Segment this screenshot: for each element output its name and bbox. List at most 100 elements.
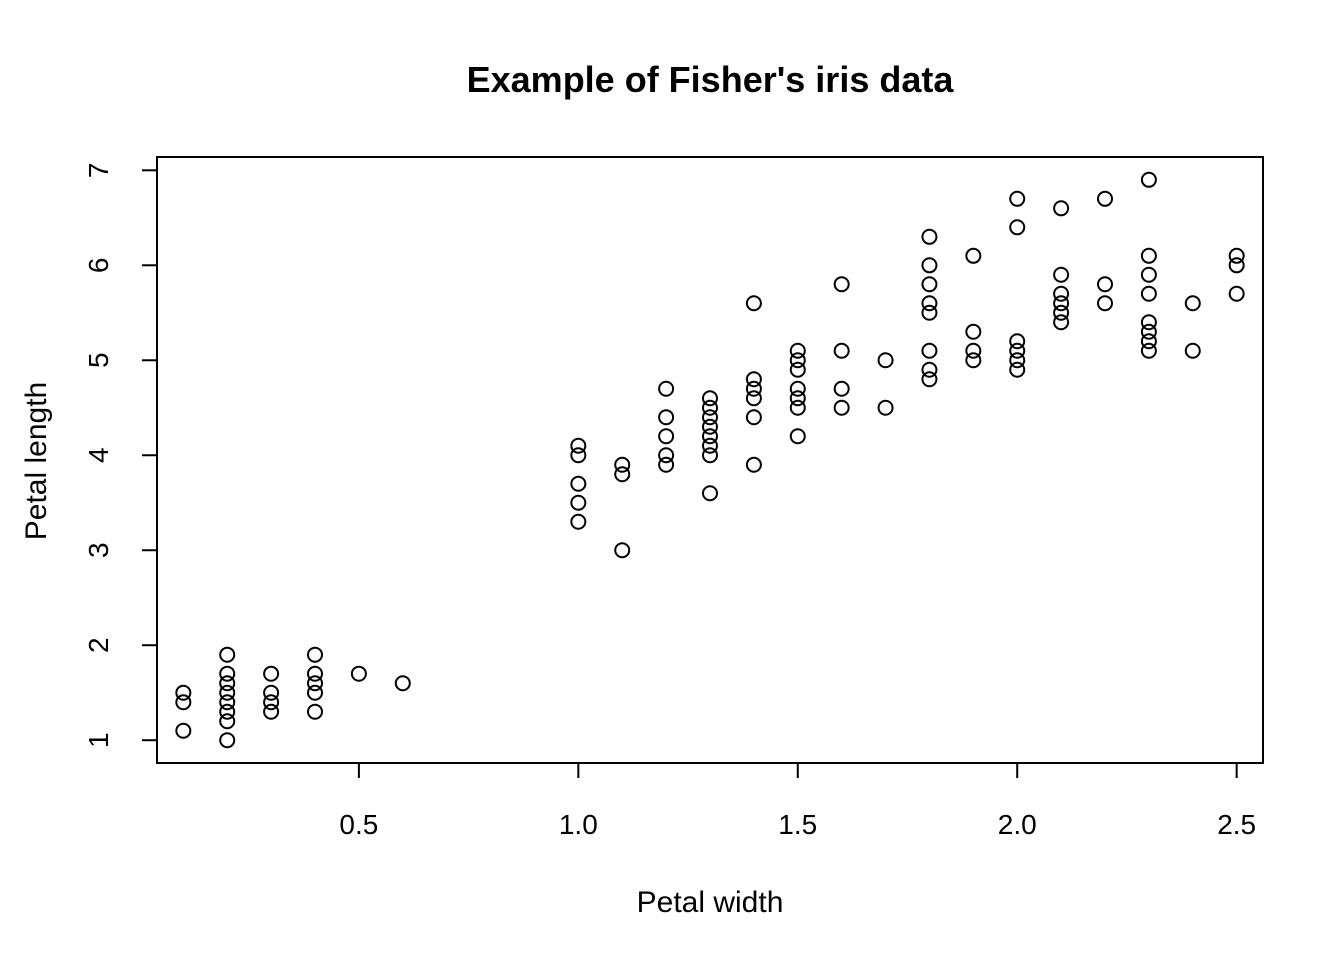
data-point	[745, 295, 762, 312]
data-point	[789, 399, 806, 416]
data-point	[702, 447, 718, 464]
y-axis: 1 2 3 4 5 6 7	[83, 163, 158, 748]
data-point	[702, 485, 718, 502]
plot-frame	[156, 156, 1264, 764]
data-point	[789, 428, 806, 445]
data-point	[745, 456, 762, 473]
data-point	[1053, 314, 1070, 331]
y-tick-label: 1	[83, 732, 114, 748]
data-point	[702, 390, 718, 407]
data-point	[219, 684, 236, 701]
data-point	[658, 409, 675, 426]
data-point	[614, 466, 631, 483]
data-point	[307, 665, 323, 682]
data-point	[833, 276, 850, 293]
data-point	[965, 352, 982, 369]
data-point	[219, 646, 236, 663]
data-point	[1140, 285, 1157, 302]
data-point	[1140, 247, 1157, 264]
data-point	[263, 694, 280, 711]
data-point	[394, 675, 411, 692]
y-tick-label: 3	[83, 542, 114, 558]
data-point	[570, 513, 587, 530]
data-point	[175, 722, 192, 739]
x-axis-title: Petal width	[637, 886, 784, 919]
data-point	[789, 380, 806, 397]
x-axis: 0.5 1.0 1.5 2.0 2.5	[339, 762, 1256, 840]
data-point	[1053, 200, 1070, 217]
data-point	[570, 437, 587, 454]
data-point	[789, 352, 806, 369]
data-point	[1184, 295, 1201, 312]
data-point	[1053, 285, 1070, 302]
data-point	[877, 399, 894, 416]
data-point	[921, 304, 938, 321]
data-point	[745, 371, 762, 388]
data-point	[614, 456, 631, 473]
data-point	[658, 428, 675, 445]
data-point	[307, 646, 323, 663]
data-point	[921, 361, 938, 378]
y-tick-label: 7	[83, 163, 114, 179]
data-point	[789, 390, 806, 407]
data-point	[921, 228, 938, 245]
data-point	[658, 456, 675, 473]
data-point	[570, 494, 587, 511]
x-tick-label: 1.0	[559, 809, 598, 840]
data-point	[833, 399, 850, 416]
x-tick-label: 0.5	[339, 809, 378, 840]
data-point	[175, 684, 192, 701]
data-point	[745, 390, 762, 407]
data-point	[1140, 342, 1157, 359]
y-axis-title: Petal length	[20, 382, 53, 540]
data-point	[1228, 257, 1245, 274]
data-point	[219, 713, 236, 730]
data-points	[175, 171, 1245, 749]
y-tick-label: 6	[83, 257, 114, 273]
data-point	[1140, 314, 1157, 331]
data-point	[921, 295, 938, 312]
data-point	[658, 380, 675, 397]
data-point	[219, 675, 236, 692]
data-point	[702, 418, 718, 435]
data-point	[219, 694, 236, 711]
data-point	[702, 409, 718, 426]
data-point	[789, 342, 806, 359]
y-tick-label: 2	[83, 637, 114, 653]
data-point	[219, 665, 236, 682]
data-point	[1009, 361, 1026, 378]
data-point	[1053, 266, 1070, 283]
data-point	[965, 323, 982, 340]
data-point	[263, 703, 280, 720]
data-point	[1009, 333, 1026, 350]
data-point	[263, 665, 280, 682]
data-point	[307, 703, 323, 720]
y-tick-label: 5	[83, 352, 114, 368]
data-point	[307, 684, 323, 701]
data-point	[1184, 342, 1201, 359]
data-point	[1140, 323, 1157, 340]
data-point	[1097, 276, 1113, 293]
data-point	[1228, 285, 1245, 302]
data-point	[1140, 266, 1157, 283]
data-point	[1053, 304, 1070, 321]
x-tick-label: 2.5	[1217, 809, 1256, 840]
data-point	[921, 257, 938, 274]
data-point	[921, 276, 938, 293]
data-point	[219, 703, 236, 720]
data-point	[877, 352, 894, 369]
data-point	[1228, 247, 1245, 264]
data-point	[175, 694, 192, 711]
data-point	[702, 437, 718, 454]
data-point	[965, 247, 982, 264]
data-point	[1097, 295, 1113, 312]
chart-title: Example of Fisher's iris data	[467, 59, 955, 100]
data-point	[745, 409, 762, 426]
data-point	[1009, 352, 1026, 369]
data-point	[833, 380, 850, 397]
data-point	[570, 475, 587, 492]
data-point	[307, 675, 323, 692]
x-tick-label: 1.5	[778, 809, 817, 840]
data-point	[921, 342, 938, 359]
